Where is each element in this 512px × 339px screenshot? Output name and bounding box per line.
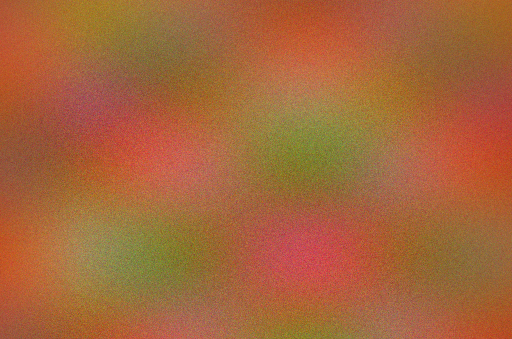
Bar	[204, 216, 242, 292]
Text: 29.00%: 29.00%	[259, 80, 305, 90]
Text: 16.00%: 16.00%	[376, 170, 422, 179]
Bar	[263, 92, 301, 292]
Bar	[145, 243, 183, 292]
Bar	[86, 278, 124, 292]
Text: 7.00%: 7.00%	[145, 231, 183, 241]
Bar	[322, 85, 359, 292]
Text: 11.00%: 11.00%	[200, 204, 246, 214]
Text: 5.00%: 5.00%	[439, 245, 477, 255]
Title: Hill City Thanksgiving Day High Temperature
Distribution (1908-2011): Hill City Thanksgiving Day High Temperat…	[71, 12, 492, 54]
Text: 30.00%: 30.00%	[317, 73, 364, 83]
Bar	[439, 257, 477, 292]
Text: 2.00%: 2.00%	[86, 266, 124, 276]
Bar	[380, 181, 418, 292]
